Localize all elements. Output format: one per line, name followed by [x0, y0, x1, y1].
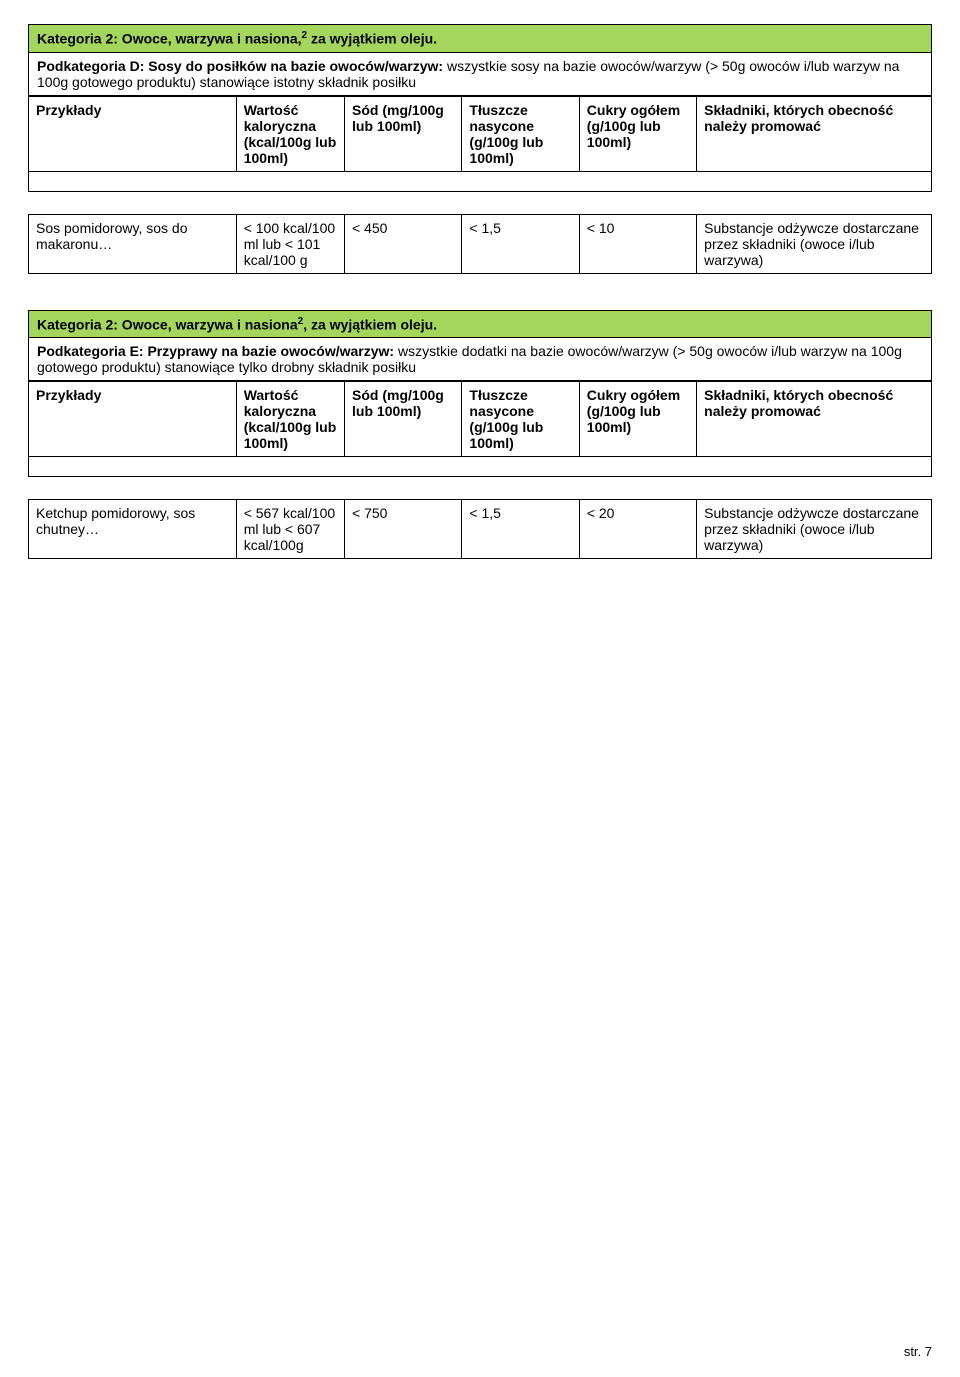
- subcategory-prefix: Podkategoria E: Przyprawy na bazie owocó…: [37, 343, 398, 359]
- category-title-text: Kategoria 2: Owoce, warzywa i nasiona,: [37, 31, 302, 47]
- table-row: Ketchup pomidorowy, sos chutney… < 567 k…: [29, 500, 932, 559]
- cell-energy: < 100 kcal/100 ml lub < 101 kcal/100 g: [236, 214, 344, 273]
- th-sodium: Sód (mg/100g lub 100ml): [345, 382, 462, 457]
- cell-example: Ketchup pomidorowy, sos chutney…: [29, 500, 237, 559]
- cell-satfat: < 1,5: [462, 500, 579, 559]
- data-table-d: Sos pomidorowy, sos do makaronu… < 100 k…: [28, 214, 932, 274]
- table-spacer-row: [29, 457, 932, 477]
- page-footer: str. 7: [904, 1344, 932, 1359]
- cell-sugars: < 20: [579, 500, 696, 559]
- th-energy: Wartość kaloryczna (kcal/100g lub 100ml): [236, 96, 344, 171]
- table-row: Sos pomidorowy, sos do makaronu… < 100 k…: [29, 214, 932, 273]
- cell-sugars: < 10: [579, 214, 696, 273]
- cell-ingredients: Substancje odżywcze dostarczane przez sk…: [697, 214, 932, 273]
- category-title-text2: za wyjątkiem oleju.: [307, 31, 437, 47]
- table-header-row: Przykłady Wartość kaloryczna (kcal/100g …: [29, 96, 932, 171]
- th-examples: Przykłady: [29, 96, 237, 171]
- cell-energy: < 567 kcal/100 ml lub < 607 kcal/100g: [236, 500, 344, 559]
- th-energy: Wartość kaloryczna (kcal/100g lub 100ml): [236, 382, 344, 457]
- th-satfat: Tłuszcze nasycone (g/100g lub 100ml): [462, 382, 579, 457]
- th-sodium: Sód (mg/100g lub 100ml): [345, 96, 462, 171]
- th-sugars: Cukry ogółem (g/100g lub 100ml): [579, 382, 696, 457]
- category-title: Kategoria 2: Owoce, warzywa i nasiona,2 …: [28, 24, 932, 53]
- th-sugars: Cukry ogółem (g/100g lub 100ml): [579, 96, 696, 171]
- subcategory-prefix: Podkategoria D: Sosy do posiłków na bazi…: [37, 58, 447, 74]
- cell-sodium: < 750: [345, 500, 462, 559]
- category-title-text: Kategoria 2: Owoce, warzywa i nasiona: [37, 316, 298, 332]
- table-header-row: Przykłady Wartość kaloryczna (kcal/100g …: [29, 382, 932, 457]
- criteria-table-d: Przykłady Wartość kaloryczna (kcal/100g …: [28, 96, 932, 192]
- cell-satfat: < 1,5: [462, 214, 579, 273]
- subcategory-e-desc: Podkategoria E: Przyprawy na bazie owocó…: [28, 338, 932, 381]
- table-spacer-row: [29, 171, 932, 191]
- th-examples: Przykłady: [29, 382, 237, 457]
- cell-ingredients: Substancje odżywcze dostarczane przez sk…: [697, 500, 932, 559]
- th-ingredients: Składniki, których obecność należy promo…: [697, 96, 932, 171]
- data-table-e: Ketchup pomidorowy, sos chutney… < 567 k…: [28, 499, 932, 559]
- cell-sodium: < 450: [345, 214, 462, 273]
- th-satfat: Tłuszcze nasycone (g/100g lub 100ml): [462, 96, 579, 171]
- criteria-table-e: Przykłady Wartość kaloryczna (kcal/100g …: [28, 381, 932, 477]
- subcategory-d-desc: Podkategoria D: Sosy do posiłków na bazi…: [28, 53, 932, 96]
- category-title-text2: , za wyjątkiem oleju.: [303, 316, 437, 332]
- category-title: Kategoria 2: Owoce, warzywa i nasiona2, …: [28, 310, 932, 339]
- th-ingredients: Składniki, których obecność należy promo…: [697, 382, 932, 457]
- cell-example: Sos pomidorowy, sos do makaronu…: [29, 214, 237, 273]
